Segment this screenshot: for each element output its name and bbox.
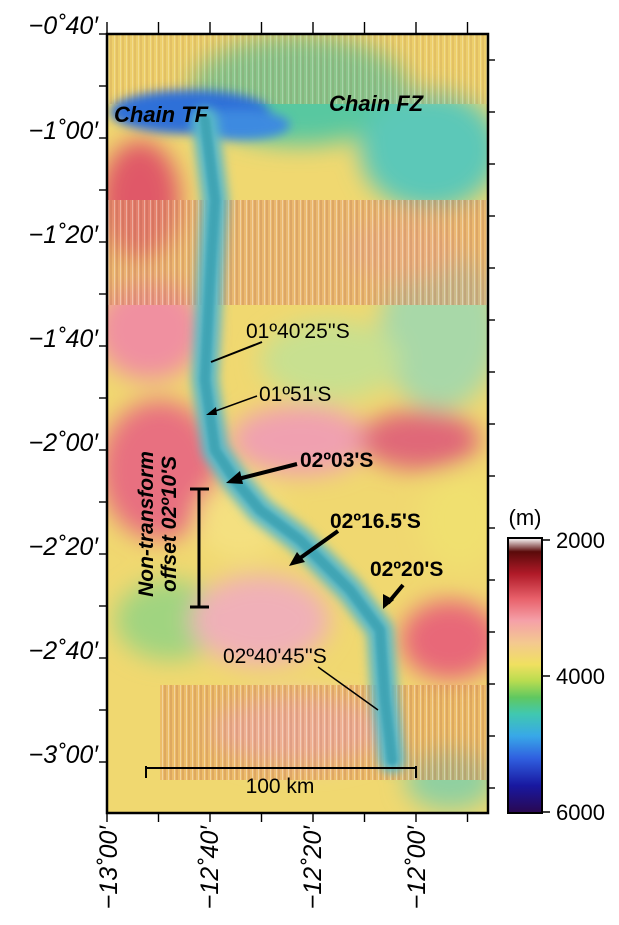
leader-line <box>294 529 340 563</box>
y-label: −0˚40′ <box>29 12 100 40</box>
y-label: −1˚20′ <box>29 221 100 249</box>
colorbar-unit: (m) <box>509 505 542 530</box>
leader-line <box>317 666 379 711</box>
offset-label-line1: Non-transform <box>135 451 158 597</box>
region-label-chain-fz: Chain FZ <box>329 91 425 116</box>
axis-ticks <box>99 22 495 822</box>
y-label: −2˚00′ <box>29 429 100 457</box>
offset-bracket <box>190 487 209 609</box>
y-label: −2˚40′ <box>29 637 100 665</box>
leader-line <box>209 395 258 414</box>
colorbar-ticks <box>542 539 550 813</box>
annotation-label: 02º16.5'S <box>330 510 421 533</box>
scale-bar <box>145 766 417 778</box>
y-label: −3˚00′ <box>29 741 100 769</box>
annotation-arrowheads <box>206 407 394 609</box>
y-axis-labels: −0˚40′ −1˚00′ −1˚20′ −1˚40′ −2˚00′ −2˚20… <box>29 12 100 769</box>
x-axis-labels: −13˚00′ −12˚40′ −12˚20′ −12˚00′ <box>95 825 431 910</box>
colorbar-tick-label: 2000 <box>556 528 605 553</box>
arrowhead <box>383 594 394 609</box>
leader-line <box>210 341 263 363</box>
annotation-label: 01º51'S <box>259 383 331 406</box>
y-label: −2˚20′ <box>29 533 100 561</box>
colorbar-tick-label: 4000 <box>556 664 605 689</box>
x-label: −12˚00′ <box>403 825 431 910</box>
map-terrain <box>107 34 488 813</box>
colorbar <box>507 537 543 814</box>
y-label: −1˚00′ <box>29 117 100 145</box>
x-label: −12˚40′ <box>196 825 224 910</box>
annotation-label: 02º20'S <box>370 558 443 581</box>
annotation-label: 02º40'45''S <box>223 645 327 668</box>
offset-label-line2: offset 02º10'S <box>158 456 181 592</box>
arrowhead <box>226 471 243 484</box>
y-label: −1˚40′ <box>29 325 100 353</box>
scale-bar-label: 100 km <box>246 775 315 798</box>
region-label-chain-tf: Chain TF <box>114 102 209 127</box>
x-label: −12˚20′ <box>299 825 327 910</box>
arrowhead <box>289 552 305 566</box>
arrowhead <box>206 407 217 415</box>
annotation-label: 02º03'S <box>300 449 373 472</box>
x-label: −13˚00′ <box>95 825 123 910</box>
leader-line <box>233 462 298 482</box>
colorbar-tick-label: 6000 <box>556 800 605 825</box>
annotation-label: 01º40'25''S <box>246 320 350 343</box>
